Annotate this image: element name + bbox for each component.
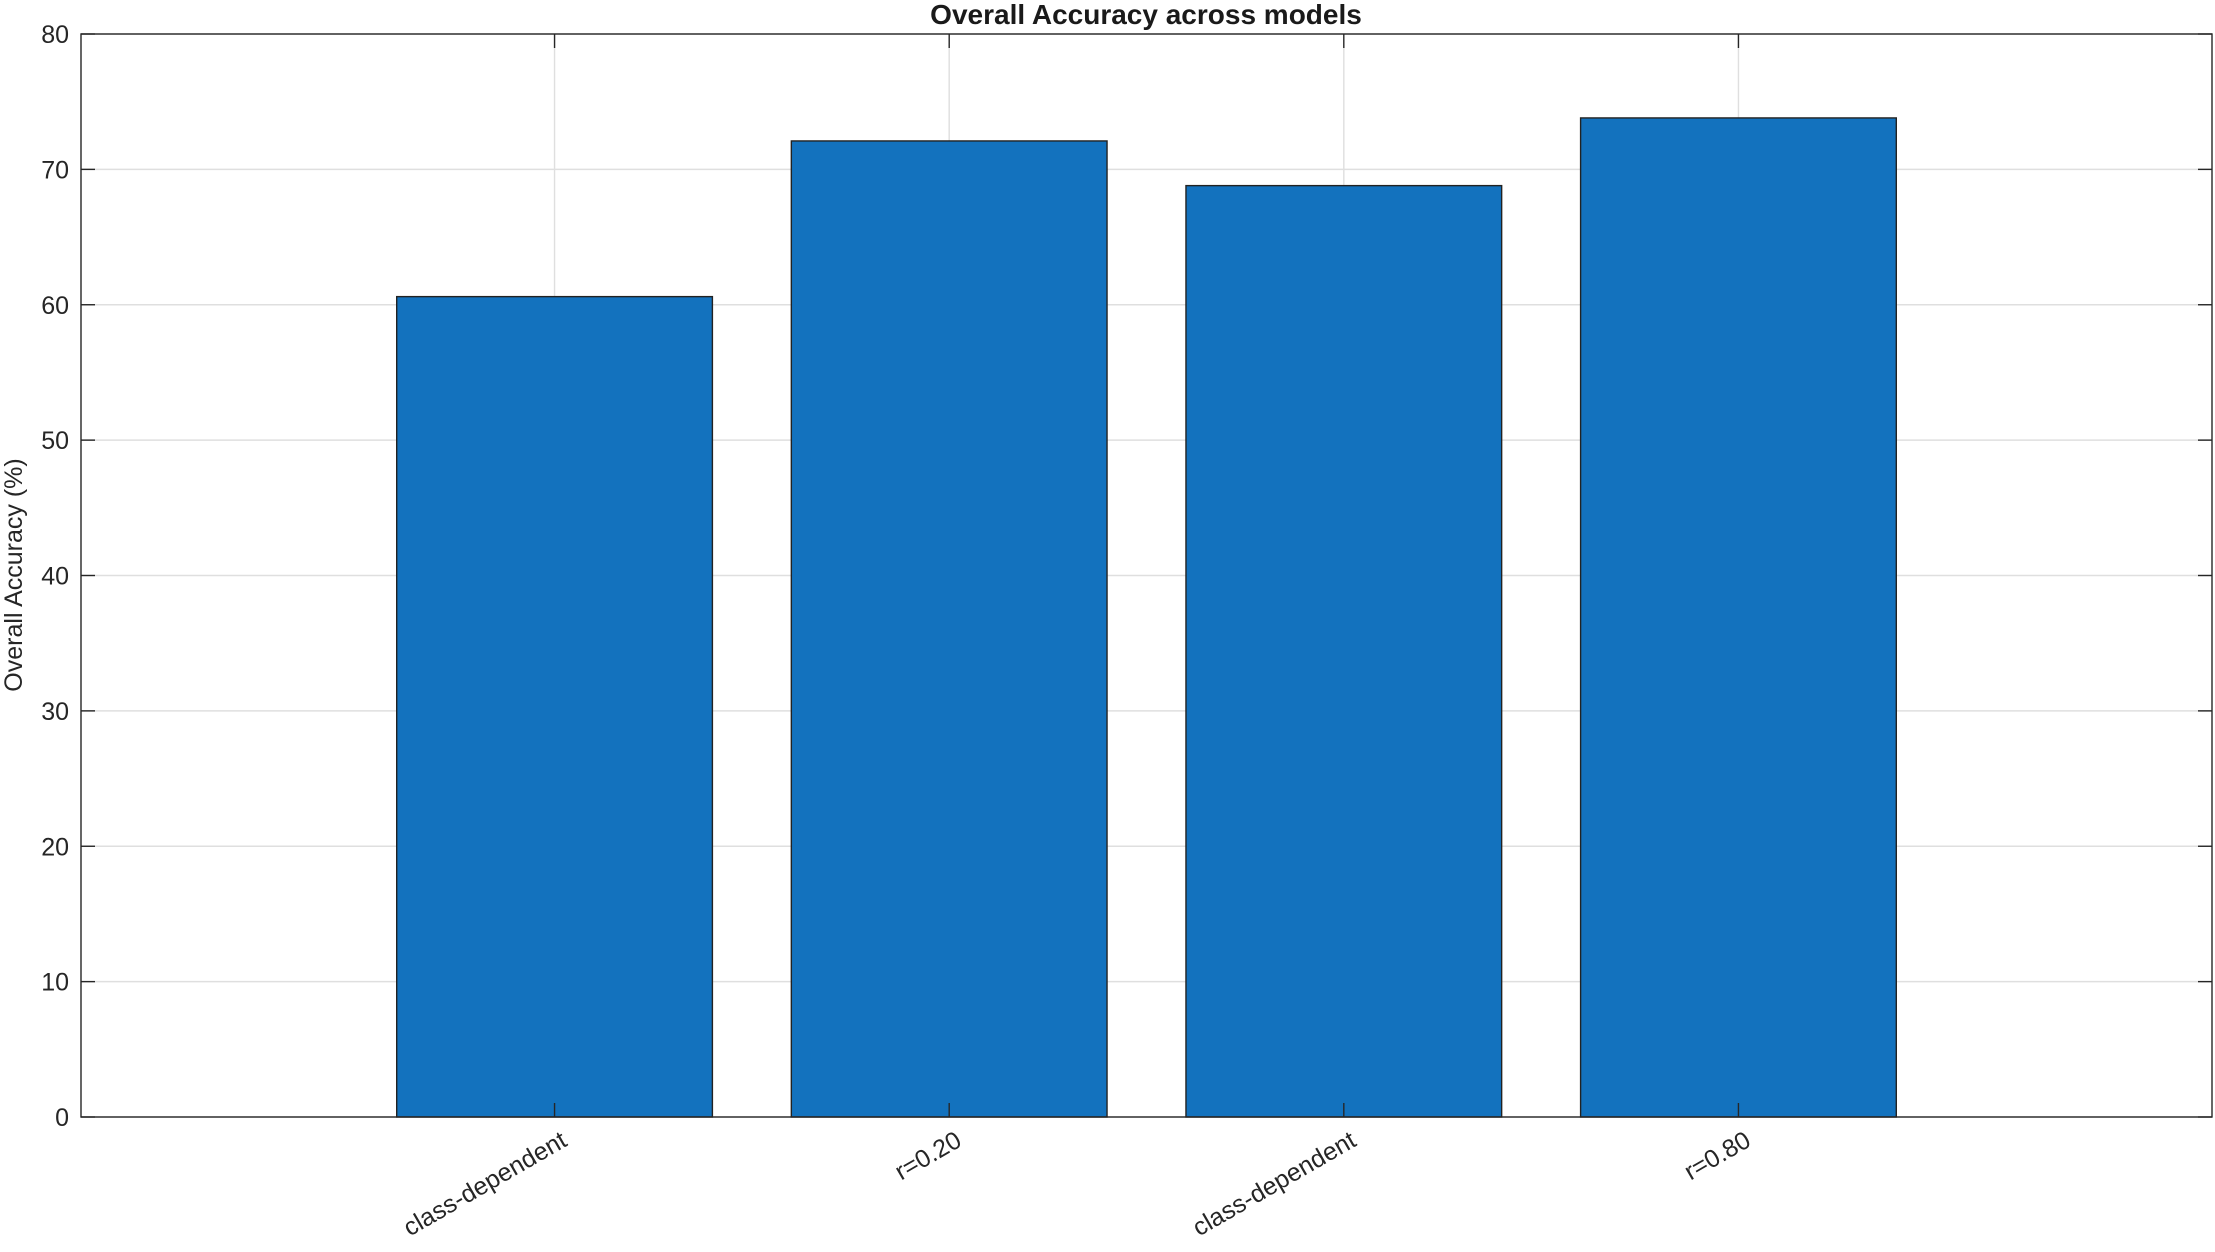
chart-title: Overall Accuracy across models bbox=[930, 0, 1362, 30]
y-tick-label: 10 bbox=[41, 969, 69, 997]
y-tick-label: 20 bbox=[41, 833, 69, 861]
y-tick-label: 50 bbox=[41, 427, 69, 455]
plot-frame bbox=[80, 33, 2213, 1118]
y-tick-label: 30 bbox=[41, 698, 69, 726]
y-axis-label: Overall Accuracy (%) bbox=[0, 458, 28, 691]
y-tick-label: 0 bbox=[55, 1104, 69, 1132]
bar bbox=[396, 295, 714, 1118]
y-tick-label: 80 bbox=[41, 21, 69, 49]
y-tick-label: 40 bbox=[41, 563, 69, 591]
x-tick-label: r=0.20 bbox=[890, 1126, 966, 1186]
x-tick-label: r=0.80 bbox=[1679, 1126, 1755, 1186]
x-tick-label: class-dependent bbox=[1188, 1126, 1361, 1242]
y-tick-label: 70 bbox=[41, 156, 69, 184]
y-tick-label: 60 bbox=[41, 292, 69, 320]
bar bbox=[1185, 184, 1503, 1118]
bar bbox=[1579, 117, 1897, 1118]
x-tick-label: class-dependent bbox=[399, 1126, 572, 1242]
bar bbox=[790, 140, 1108, 1118]
